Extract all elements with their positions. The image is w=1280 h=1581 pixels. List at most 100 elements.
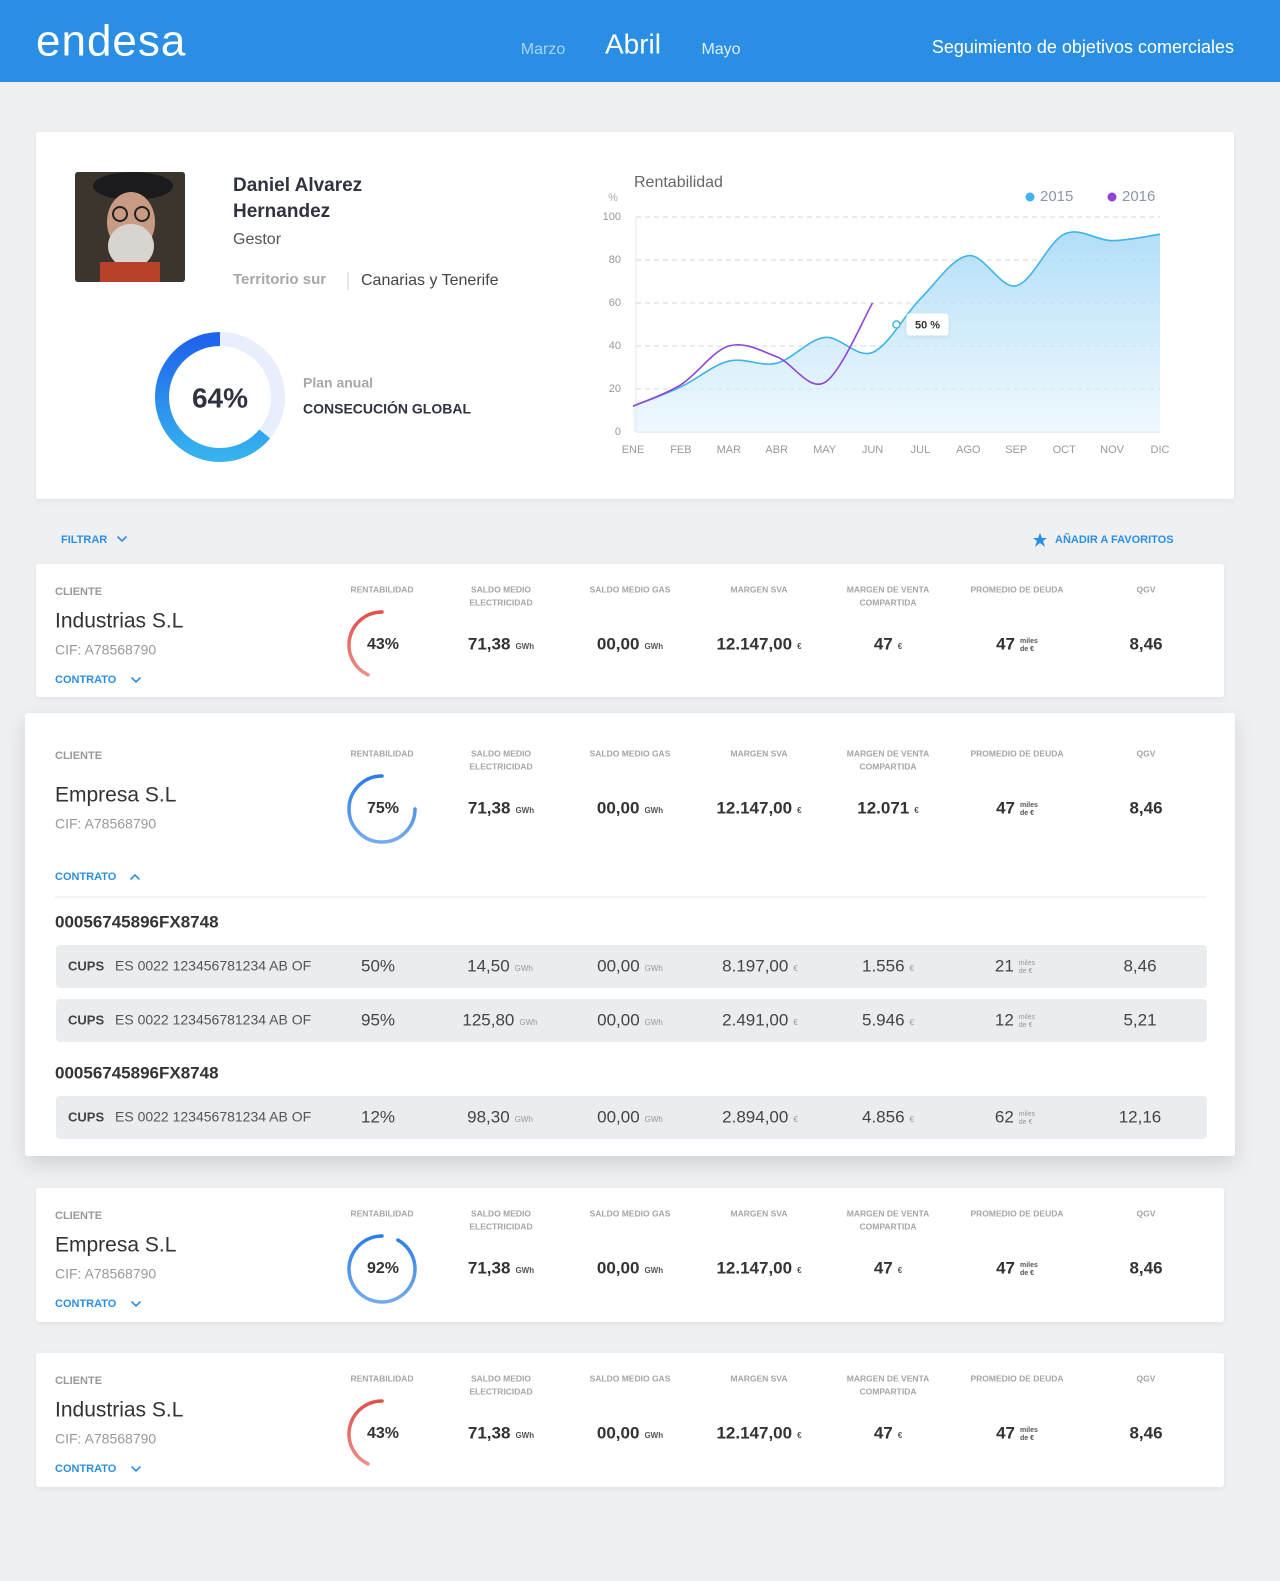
column-header: QGV [1137,1208,1156,1218]
column-header: COMPARTIDA [860,1386,917,1396]
column-header: ELECTRICIDAD [469,761,532,771]
unit: GWh [515,1115,533,1124]
unit: GWh [515,1431,534,1440]
column-header: SALDO MEDIO GAS [590,584,671,594]
unit: miles [1019,1111,1036,1118]
column-header: RENTABILIDAD [350,748,413,758]
favorites-button[interactable]: AÑADIR A FAVORITOS [1055,533,1174,546]
metric-value: 12.147,00 [716,798,792,817]
rentabilidad-ring [347,1399,384,1466]
unit: GWh [645,1115,663,1124]
cups-value: 50% [361,956,395,975]
unit: € [898,642,903,651]
cups-row [56,945,1207,988]
cups-value: 2.491,00 [722,1010,788,1029]
cups-value: 00,00 [597,1107,640,1126]
column-header: MARGEN SVA [731,748,788,758]
metric-value: 00,00 [597,1258,640,1277]
metric-value: 71,38 [468,1423,511,1442]
x-tick-label: MAR [717,444,742,456]
cups-value: 95% [361,1010,395,1029]
column-header: MARGEN DE VENTA [847,584,930,594]
metric-value: 00,00 [597,798,640,817]
month-tab[interactable]: Abril [605,28,661,59]
unit: € [898,1431,903,1440]
cups-value: 00,00 [597,1010,640,1029]
client-card [25,713,1235,1156]
metric-value: 71,38 [468,798,511,817]
unit: € [910,1115,915,1124]
metric-value: 47 [874,634,893,653]
month-tab[interactable]: Marzo [521,41,566,58]
unit: de € [1019,1022,1033,1029]
contract-toggle[interactable]: CONTRATO [55,1298,117,1310]
metric-value: 8,46 [1129,1258,1162,1277]
unit: de € [1020,646,1034,653]
unit: de € [1020,1270,1034,1277]
avatar [75,172,185,282]
y-axis-label: % [608,192,618,204]
legend-label: 2016 [1122,188,1155,205]
metric-value: 71,38 [468,1258,511,1277]
contract-toggle[interactable]: CONTRATO [55,871,117,883]
unit: € [898,1266,903,1275]
cups-value: 21 [995,956,1014,975]
x-tick-label: AGO [956,444,981,456]
column-header: MARGEN SVA [731,584,788,594]
column-header: SALDO MEDIO [471,1373,531,1383]
chevron-up [130,873,140,880]
rentabilidad-label: 43% [367,1425,399,1442]
unit: GWh [644,1266,663,1275]
column-header: MARGEN DE VENTA [847,748,930,758]
y-tick-label: 100 [603,211,621,223]
cups-value: 62 [995,1107,1014,1126]
column-header: SALDO MEDIO GAS [590,1208,671,1218]
unit: GWh [515,1266,534,1275]
unit: € [914,806,919,815]
unit: miles [1020,638,1038,645]
unit: € [793,964,798,973]
contract-toggle[interactable]: CONTRATO [55,674,117,686]
x-tick-label: JUL [911,444,931,456]
unit: de € [1019,1119,1033,1126]
rentabilidad-label: 92% [367,1260,399,1277]
legend-label: 2015 [1040,188,1073,205]
month-tab[interactable]: Mayo [701,41,740,58]
metric-value: 12.071 [857,798,909,817]
cups-value: 8.197,00 [722,956,788,975]
goal-label: CONSECUCIÓN GLOBAL [303,400,471,417]
y-tick-label: 60 [609,297,621,309]
header-bar [0,0,1280,82]
series-line [632,302,874,407]
rentabilidad-ring [347,774,417,844]
cups-value: 12,16 [1119,1107,1162,1126]
client-card [36,564,1224,697]
unit: GWh [515,964,533,973]
column-header: ELECTRICIDAD [469,1386,532,1396]
x-tick-label: DIC [1151,444,1170,456]
column-header: QGV [1137,584,1156,594]
client-name: Industrias S.L [55,610,183,633]
column-header: COMPARTIDA [860,597,917,607]
contract-toggle[interactable]: CONTRATO [55,1463,117,1475]
legend-swatch [1107,192,1117,202]
series-line [632,231,1161,407]
unit: € [797,1431,802,1440]
unit: € [797,806,802,815]
filter-button[interactable]: FILTRAR [61,534,107,546]
territory: Territorio sur [233,271,326,288]
unit: GWh [519,1018,537,1027]
unit: GWh [515,642,534,651]
unit: GWh [644,642,663,651]
column-header: MARGEN SVA [731,1208,788,1218]
cups-label: CUPS [68,1012,104,1027]
cups-value: 12% [361,1107,395,1126]
legend-swatch [1025,192,1035,202]
unit: GWh [515,806,534,815]
cups-row [56,999,1207,1042]
y-tick-label: 40 [609,340,621,352]
column-header: PROMEDIO DE DEUDA [970,584,1063,594]
column-header: MARGEN SVA [731,1373,788,1383]
